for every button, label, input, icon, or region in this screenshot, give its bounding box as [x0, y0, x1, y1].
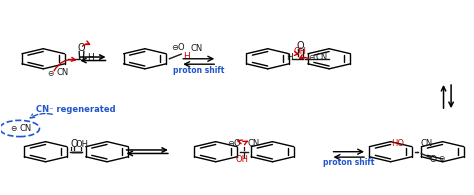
Text: ⊖: ⊖	[11, 124, 17, 133]
Text: OH: OH	[235, 155, 248, 164]
Text: OH: OH	[294, 47, 307, 56]
Text: ⊖O: ⊖O	[227, 139, 240, 148]
Text: H: H	[286, 53, 293, 62]
Text: HO: HO	[391, 139, 404, 148]
Text: CN: CN	[190, 44, 202, 53]
Text: O: O	[78, 43, 85, 53]
Text: CN: CN	[19, 124, 31, 133]
Text: O: O	[297, 41, 304, 51]
Text: O: O	[429, 155, 437, 164]
Text: proton shift: proton shift	[173, 66, 224, 74]
Text: H: H	[183, 52, 190, 61]
Text: OH: OH	[75, 140, 88, 149]
Text: CN: CN	[247, 139, 260, 148]
Text: O: O	[70, 139, 78, 149]
Text: CN: CN	[421, 139, 433, 148]
Text: ⊖O: ⊖O	[172, 43, 185, 52]
Text: ⊖: ⊖	[308, 53, 314, 62]
Text: CN: CN	[316, 53, 328, 62]
Text: CN: CN	[56, 68, 68, 77]
Text: CN⁻ regenerated: CN⁻ regenerated	[36, 105, 116, 114]
Text: proton shift: proton shift	[323, 159, 374, 168]
Text: H: H	[87, 53, 93, 62]
Text: ⊖: ⊖	[47, 69, 54, 78]
Text: ⊖: ⊖	[438, 154, 445, 163]
